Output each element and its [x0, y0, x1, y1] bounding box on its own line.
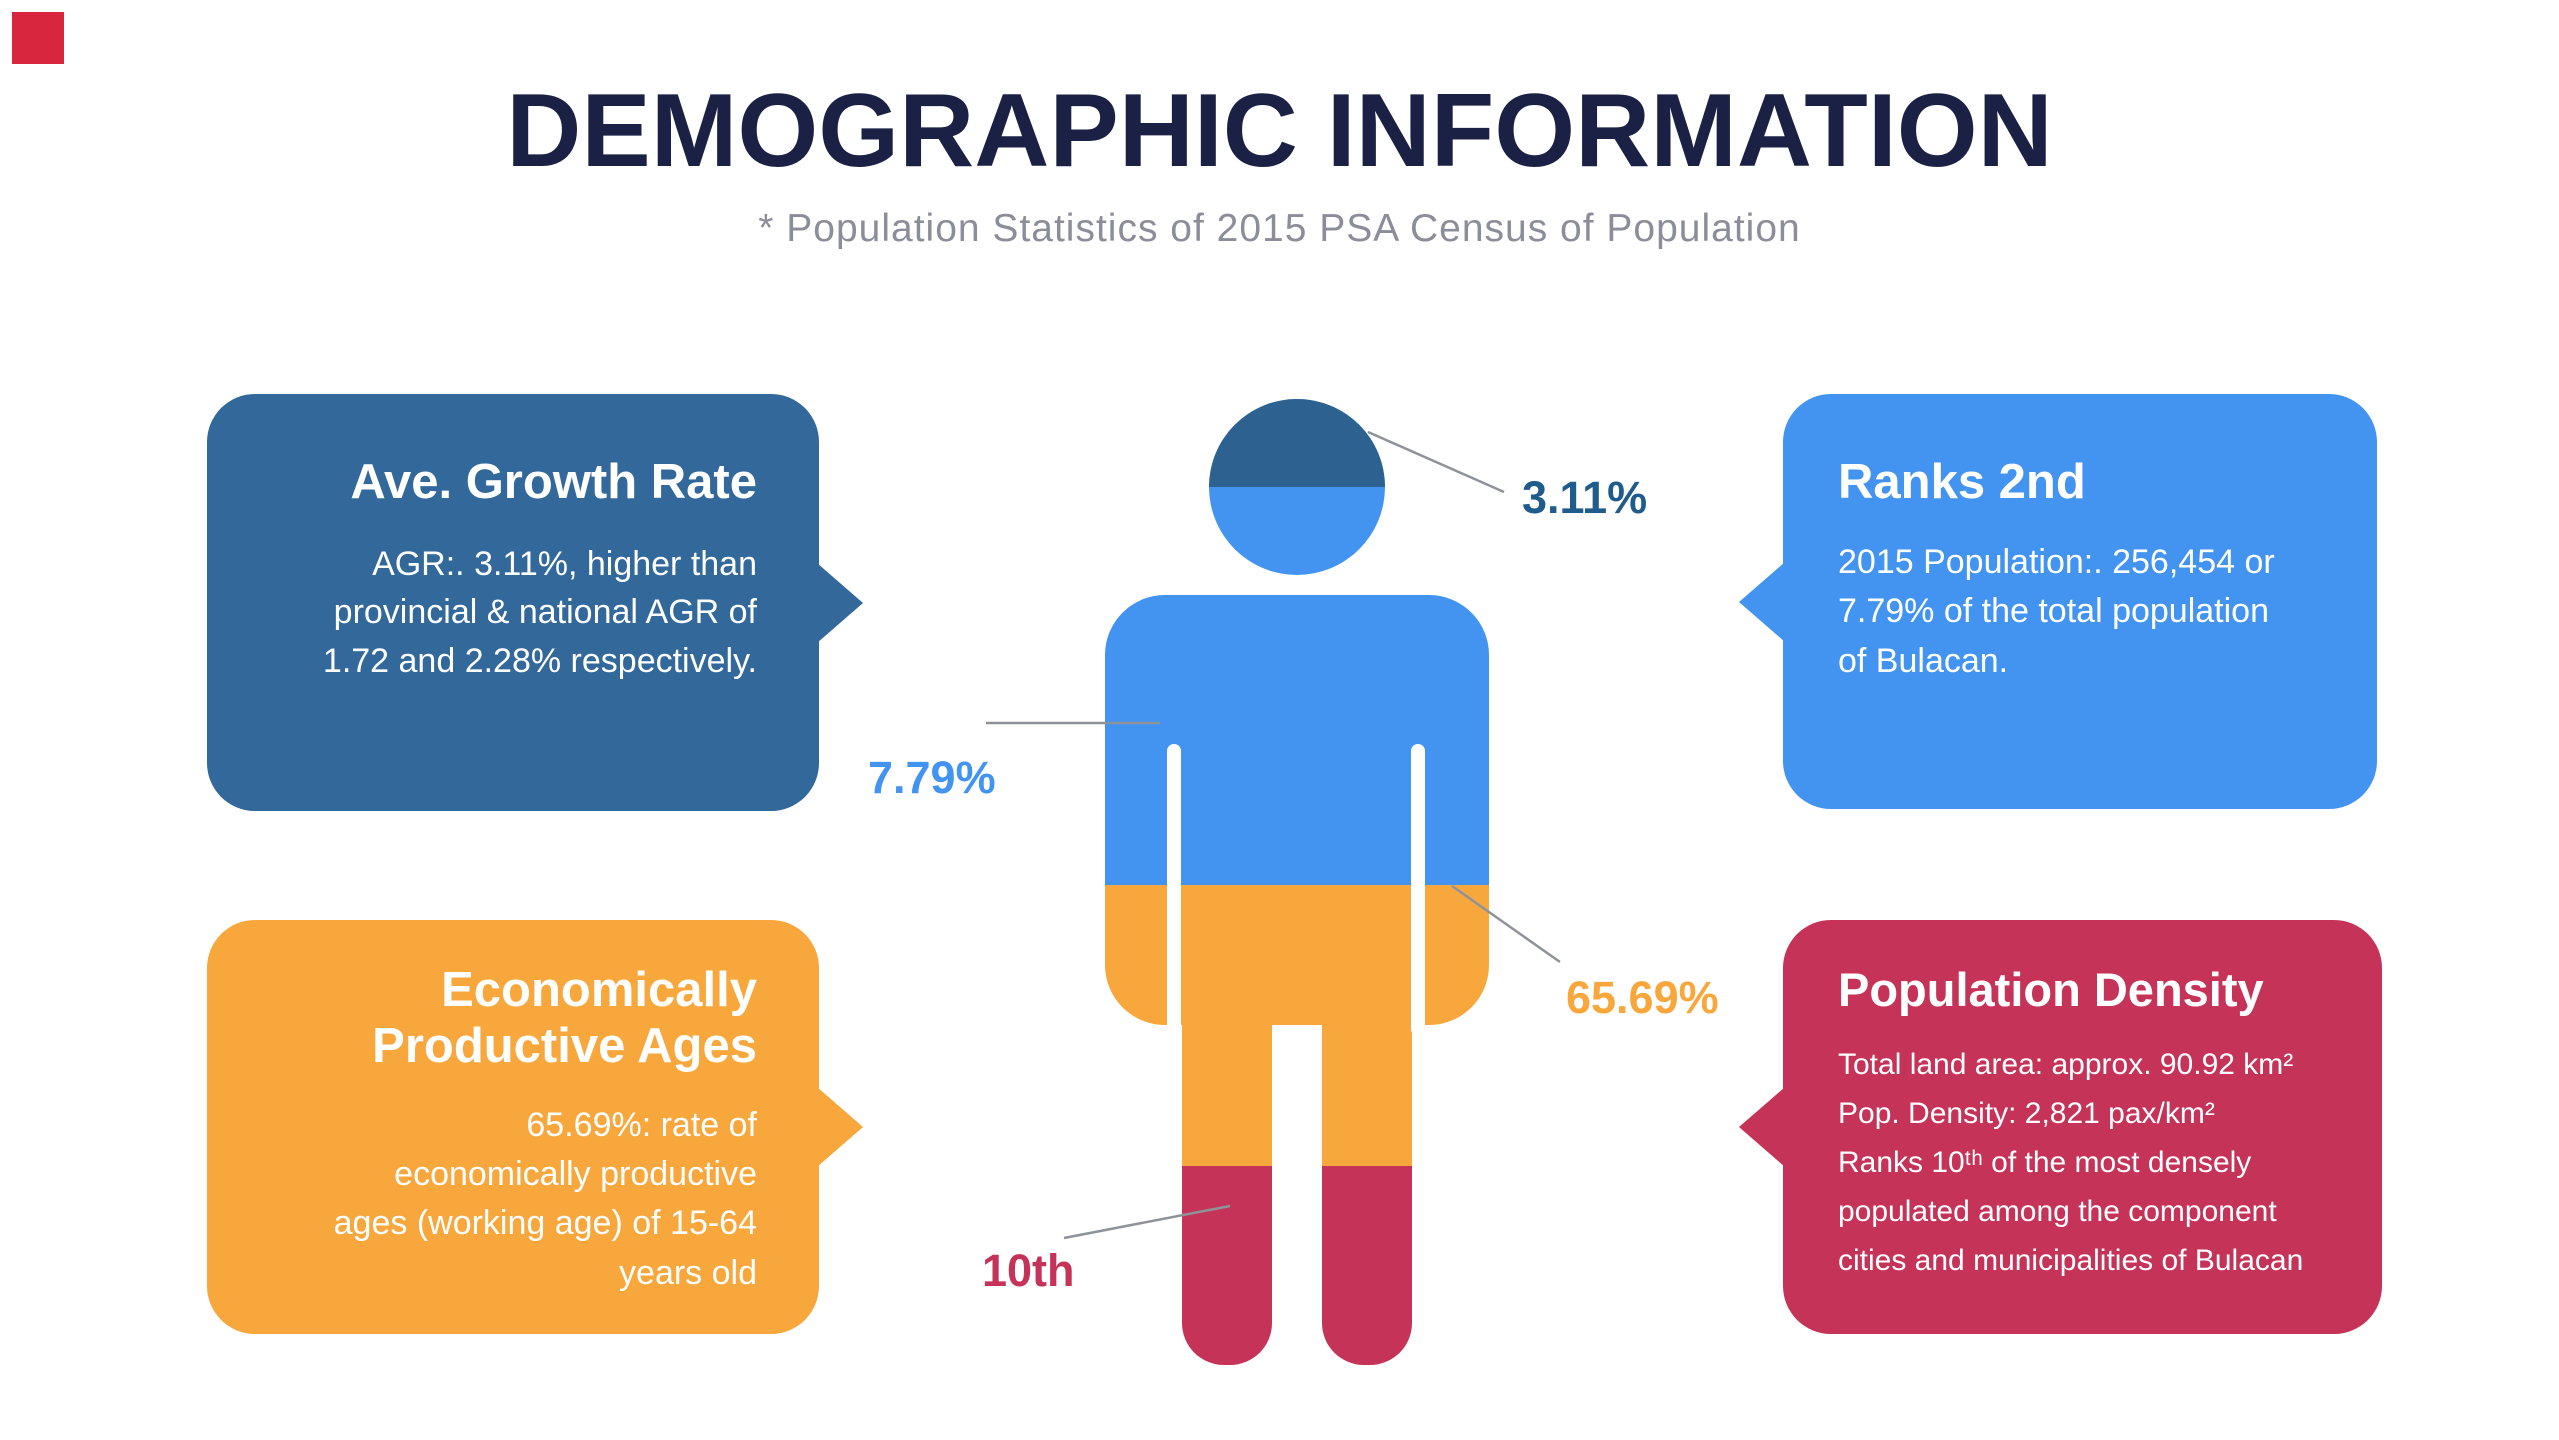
callout-growth-rate-title: Ave. Growth Rate — [350, 455, 757, 509]
callout-productive-ages-title: Economically Productive Ages — [372, 963, 757, 1074]
callout-growth-rate: Ave. Growth Rate AGR:. 3.11%, higher tha… — [207, 394, 863, 811]
figure-hips-segment — [1105, 885, 1489, 1166]
corner-accent-square — [12, 12, 64, 64]
callout-population-density: Population Density Total land area: appr… — [1739, 920, 2382, 1334]
leader-lines — [986, 430, 1561, 1240]
leader-line-rank — [1063, 1204, 1231, 1240]
figure-torso-segment — [1105, 595, 1489, 885]
callout-density-line: Total land area: approx. 90.92 km² — [1838, 1048, 2294, 1081]
figure-head — [1209, 399, 1385, 575]
figure-left-arm-slit — [1167, 744, 1181, 1036]
callout-tail-left — [1739, 561, 1785, 642]
callout-tail-left — [1739, 1087, 1785, 1167]
leader-line-ages — [1451, 884, 1561, 964]
callout-tail-right — [817, 562, 863, 643]
callout-tail-right — [817, 1087, 863, 1167]
callout-density-line: Ranks 10ᵗʰ of the most densely — [1838, 1145, 2252, 1179]
callout-ranks-2nd-body: 2015 Population:. 256,454 or 7.79% of th… — [1838, 543, 2275, 680]
leader-line-growth — [1367, 430, 1505, 494]
callout-growth-rate-body: AGR:. 3.11%, higher than provincial & na… — [322, 545, 757, 680]
page-subtitle: * Population Statistics of 2015 PSA Cens… — [758, 207, 1801, 250]
callout-density-line: cities and municipalities of Bulacan — [1838, 1243, 2304, 1277]
callout-density-line: populated among the component — [1838, 1194, 2277, 1228]
figure-right-arm-slit — [1411, 744, 1425, 1036]
header: DEMOGRAPHIC INFORMATION * Population Sta… — [0, 72, 2559, 251]
callout-productive-ages-body: 65.69%: rate of economically productive … — [333, 1105, 757, 1292]
label-density-rank: 10th — [982, 1245, 1075, 1296]
callout-density-line: Pop. Density: 2,821 pax/km² — [1838, 1096, 2215, 1130]
callout-ranks-2nd-title: Ranks 2nd — [1838, 455, 2086, 509]
figure-legs-segment — [1105, 1166, 1489, 1365]
callout-productive-ages: Economically Productive Ages 65.69%: rat… — [207, 920, 863, 1334]
figure-head-top-segment — [1209, 399, 1385, 487]
label-growth-rate: 3.11% — [1522, 472, 1648, 523]
label-productive-ages: 65.69% — [1566, 972, 1719, 1023]
callout-ranks-2nd: Ranks 2nd 2015 Population:. 256,454 or 7… — [1739, 394, 2377, 809]
page-title: DEMOGRAPHIC INFORMATION — [506, 73, 2053, 189]
callout-population-density-title: Population Density — [1838, 963, 2264, 1016]
label-population-share: 7.79% — [868, 752, 996, 803]
figure-body — [1105, 595, 1489, 1365]
